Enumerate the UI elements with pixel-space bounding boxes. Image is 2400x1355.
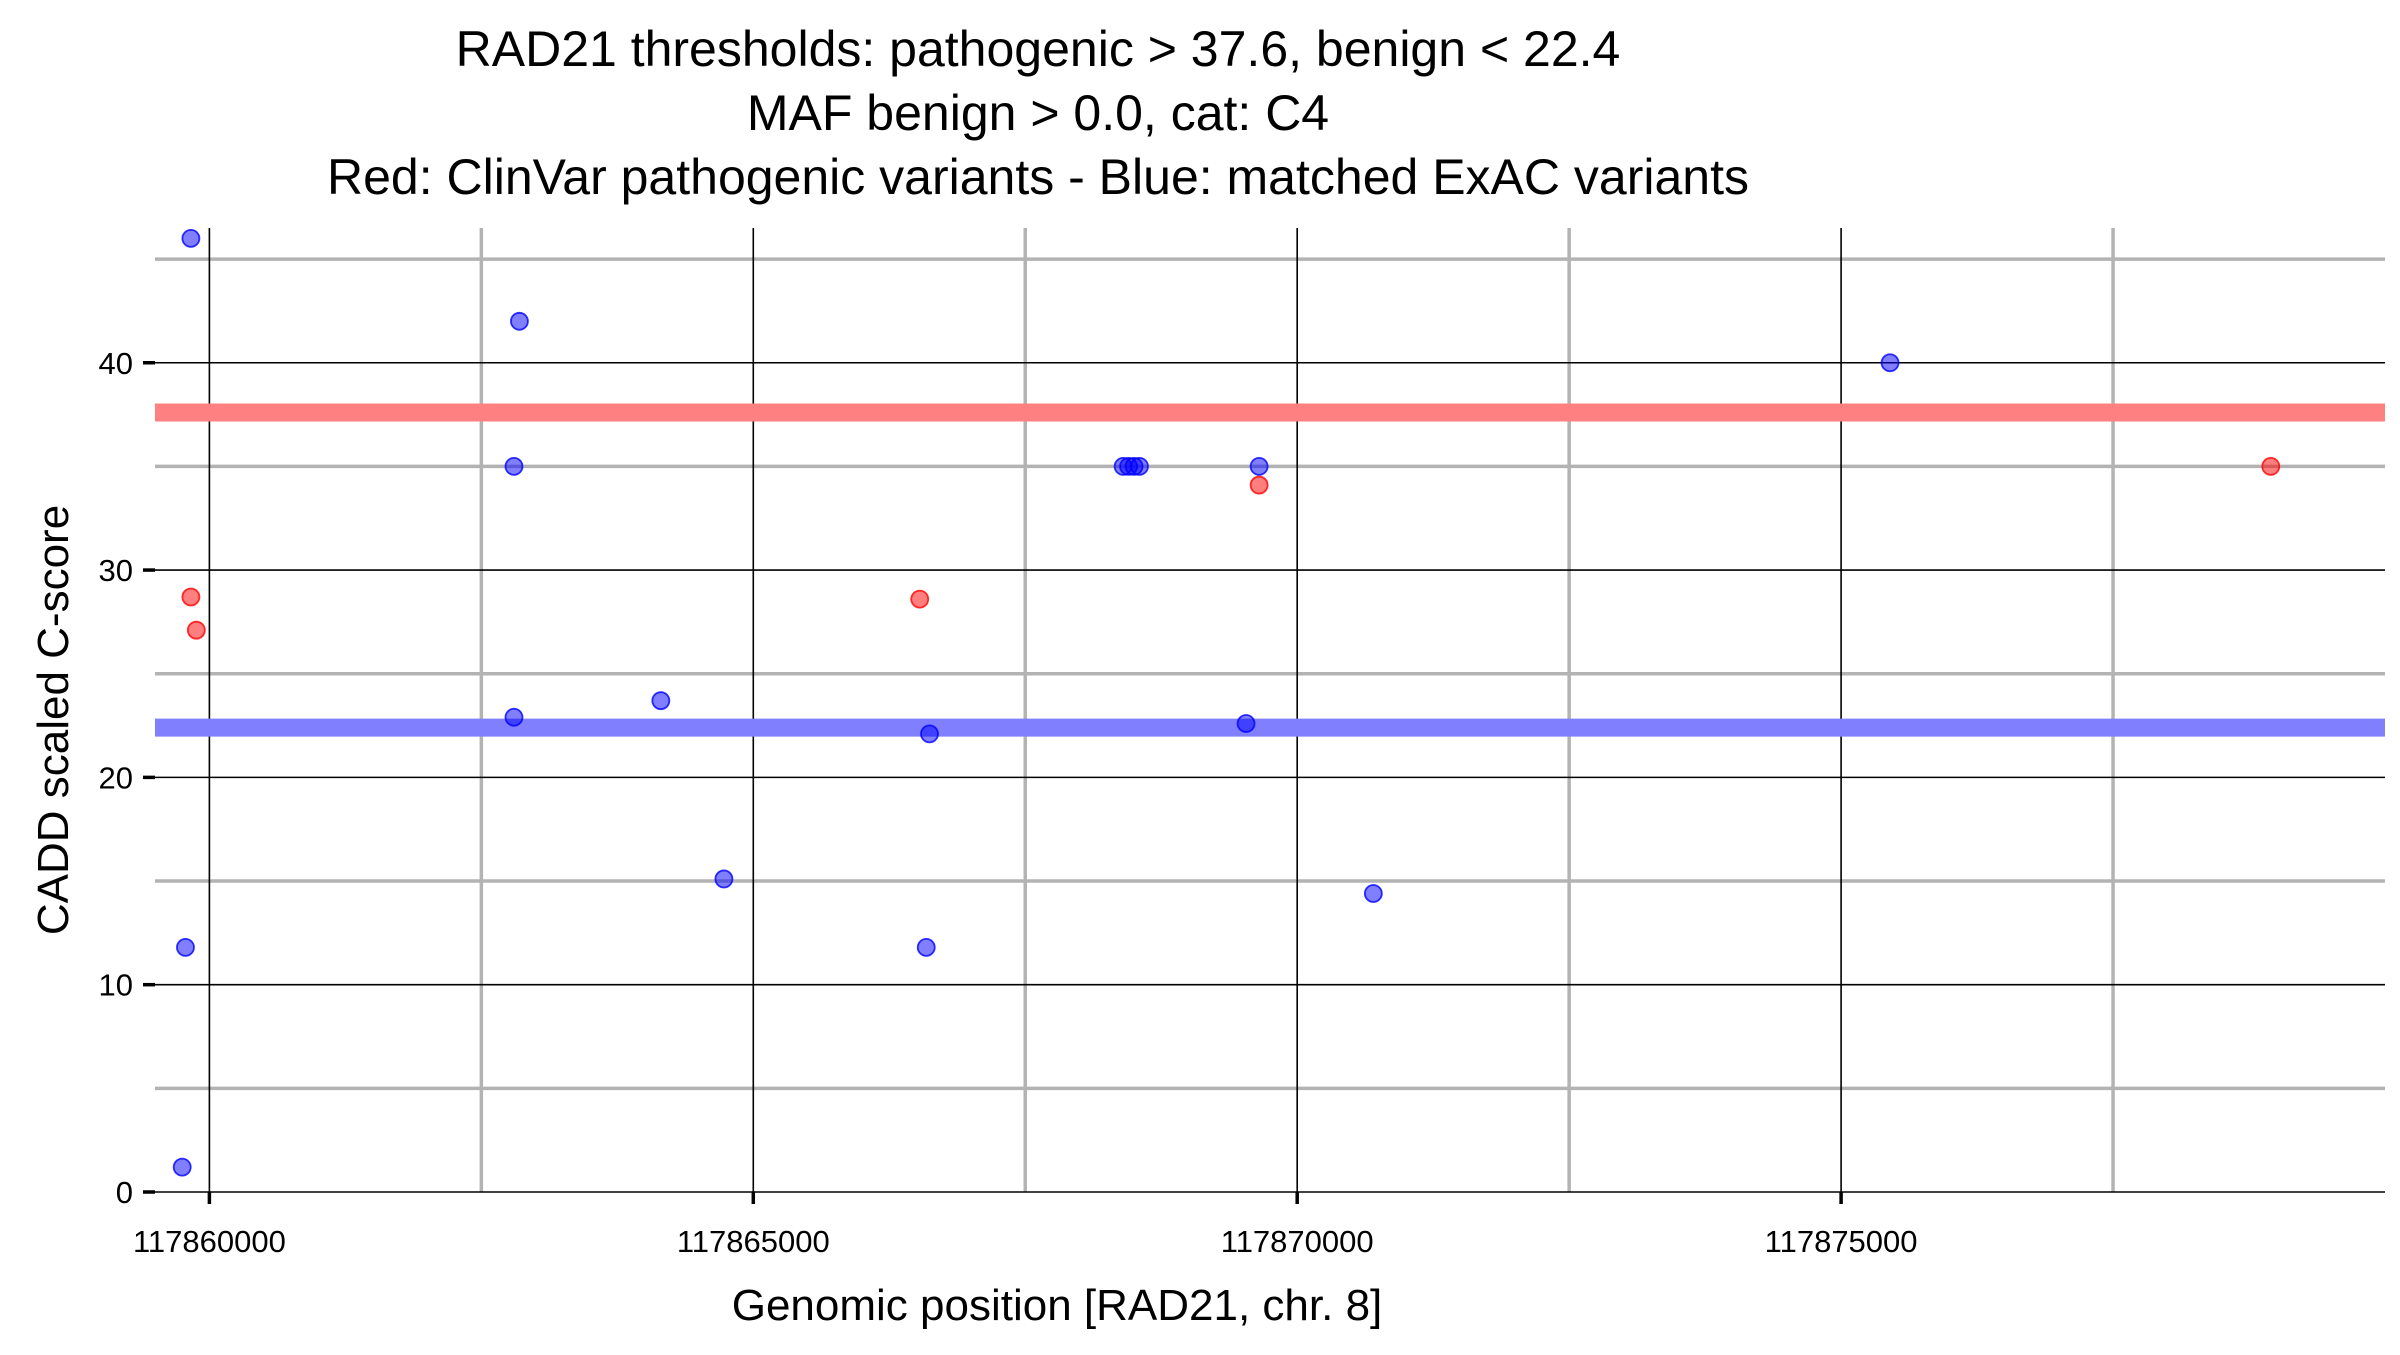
axis-layer: 117860000 117865000 117870000 117875000 0 10 2… <box>99 346 1918 1259</box>
chart-title-line-3: Red: ClinVar pathogenic variants - Blue:… <box>327 149 1749 205</box>
y-tick-label: 10 <box>99 968 133 1003</box>
points-layer <box>172 228 2281 1177</box>
clinvar-pathogenic-point <box>186 620 206 640</box>
exac-matched-point <box>504 707 524 727</box>
exac-matched-point <box>651 691 671 711</box>
exac-matched-point <box>176 937 195 957</box>
clinvar-pathogenic-point <box>2261 457 2281 476</box>
y-tick-label: 0 <box>116 1175 133 1210</box>
exac-matched-point <box>1236 714 1256 733</box>
exac-matched-point <box>916 937 936 957</box>
y-axis-title: CADD scaled C-score <box>29 505 78 935</box>
exac-matched-point <box>181 228 201 248</box>
text-layer: RAD21 thresholds: pathogenic > 37.6, ben… <box>29 21 1749 1330</box>
threshold-layer <box>155 403 2385 737</box>
exac-matched-point <box>714 869 734 889</box>
x-tick-label: 117870000 <box>1221 1224 1374 1259</box>
x-tick-label: 117875000 <box>1765 1224 1918 1259</box>
exac-matched-point <box>1249 457 1269 476</box>
clinvar-pathogenic-point <box>910 589 930 609</box>
chart-title-line-1: RAD21 thresholds: pathogenic > 37.6, ben… <box>456 21 1621 77</box>
exac-matched-point <box>1363 884 1383 903</box>
chart-title-line-2: MAF benign > 0.0, cat: C4 <box>747 85 1329 141</box>
x-tick-label: 117860000 <box>133 1224 286 1259</box>
exac-matched-point <box>504 457 524 476</box>
exac-matched-point <box>1880 353 1900 373</box>
x-axis-title: Genomic position [RAD21, chr. 8] <box>732 1281 1383 1330</box>
x-tick-label: 117865000 <box>677 1224 830 1259</box>
grid-layer <box>155 228 2385 1193</box>
y-tick-label: 40 <box>99 346 133 381</box>
clinvar-pathogenic-point <box>1249 475 1269 495</box>
clinvar-pathogenic-point <box>181 587 201 607</box>
exac-matched-point <box>510 311 529 331</box>
exac-matched-point <box>172 1157 192 1177</box>
exac-matched-point <box>1130 457 1149 476</box>
y-tick-label: 20 <box>99 760 133 795</box>
exac-matched-point <box>920 724 939 744</box>
y-tick-label: 30 <box>99 553 133 588</box>
